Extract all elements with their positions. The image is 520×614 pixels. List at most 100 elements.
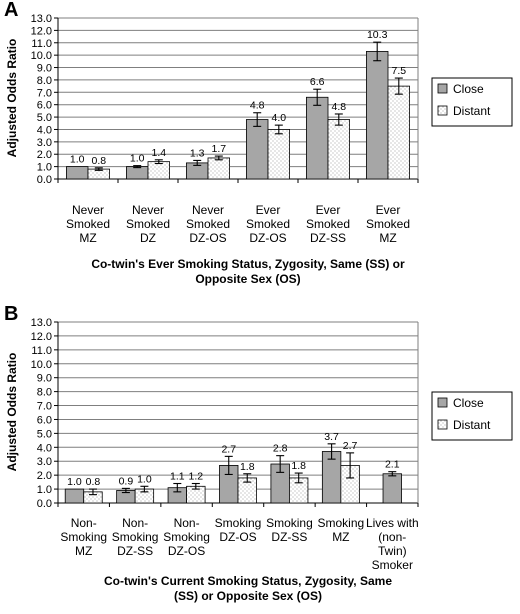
data-label-close-0: 1.0 bbox=[70, 154, 85, 166]
y-tick-label: 9.0 bbox=[37, 373, 52, 385]
data-label-distant-1: 1.0 bbox=[137, 473, 152, 485]
data-label-distant-2: 1.2 bbox=[189, 471, 204, 483]
x-category-line: Smoking bbox=[318, 516, 365, 530]
y-tick-label: 8.0 bbox=[37, 387, 52, 399]
x-category-label-3: Smoking DZ-OS bbox=[215, 516, 262, 544]
data-label-close-4: 6.6 bbox=[310, 76, 325, 88]
bar-distant-1 bbox=[147, 161, 171, 180]
bar-close-3 bbox=[245, 119, 269, 180]
x-category-line: Lives with bbox=[366, 516, 419, 530]
x-category-line: Non- bbox=[174, 516, 200, 530]
bar-distant-2 bbox=[207, 157, 231, 180]
data-label-distant-0: 0.8 bbox=[86, 476, 101, 488]
legend-swatch-close bbox=[437, 397, 448, 408]
y-tick-label: 7.0 bbox=[37, 87, 52, 99]
x-category-line: Smoked bbox=[246, 217, 290, 231]
x-category-line: Ever bbox=[256, 203, 281, 217]
y-tick-label: 11.0 bbox=[31, 38, 52, 50]
x-category-label-6: Lives with (non-Twin) Smoker bbox=[366, 516, 419, 572]
x-category-line: (non- bbox=[378, 530, 406, 544]
legend-swatch-close bbox=[437, 83, 448, 94]
bar-distant-5 bbox=[387, 85, 411, 180]
x-category-line: Smoked bbox=[186, 217, 230, 231]
data-label-close-1: 0.9 bbox=[119, 475, 134, 487]
x-category-label-5: Smoking MZ bbox=[318, 516, 365, 544]
x-category-label-0: Never Smoked MZ bbox=[66, 203, 110, 245]
y-tick-label: 6.0 bbox=[37, 414, 52, 426]
legend-label-close: Close bbox=[453, 82, 484, 96]
y-tick-label: 10.0 bbox=[31, 359, 52, 371]
y-tick-label: 3.0 bbox=[37, 137, 52, 149]
panel-letter: B bbox=[4, 303, 18, 325]
data-label-close-1: 1.0 bbox=[130, 153, 145, 165]
y-tick-label: 9.0 bbox=[37, 63, 52, 75]
x-category-line: Smoking bbox=[266, 516, 313, 530]
panel-letter: A bbox=[4, 0, 18, 21]
bar-close-0 bbox=[64, 488, 85, 504]
y-tick-label: 0.0 bbox=[37, 174, 52, 186]
x-category-line: Smoked bbox=[66, 217, 110, 231]
y-tick-label: 5.0 bbox=[37, 428, 52, 440]
y-tick-label: 11.0 bbox=[31, 345, 52, 357]
legend-label-distant: Distant bbox=[453, 418, 491, 432]
x-category-line: Smoked bbox=[366, 217, 410, 231]
y-tick-label: 4.0 bbox=[37, 442, 52, 454]
x-category-line: Non- bbox=[71, 516, 97, 530]
x-category-line: Twin) bbox=[378, 544, 407, 558]
data-label-close-3: 2.7 bbox=[221, 443, 236, 455]
y-tick-label: 13.0 bbox=[31, 317, 52, 329]
x-category-label-4: Smoking DZ-SS bbox=[266, 516, 313, 544]
data-label-close-3: 4.8 bbox=[250, 100, 265, 112]
data-label-distant-5: 7.5 bbox=[391, 65, 406, 77]
bar-close-5 bbox=[365, 51, 389, 180]
bar-distant-4 bbox=[327, 119, 351, 180]
legend-swatch-distant bbox=[437, 419, 448, 430]
x-axis-title-line: Co-twin's Current Smoking Status, Zygosi… bbox=[104, 574, 392, 588]
y-tick-label: 12.0 bbox=[31, 331, 52, 343]
legend-label-close: Close bbox=[453, 396, 484, 410]
x-category-line: DZ-SS bbox=[310, 231, 346, 245]
x-category-label-2: Non-Smoking DZ-OS bbox=[163, 516, 210, 558]
x-category-line: Non- bbox=[122, 516, 148, 530]
x-category-line: MZ bbox=[379, 231, 396, 245]
y-tick-label: 7.0 bbox=[37, 401, 52, 413]
x-category-line: Never bbox=[132, 203, 164, 217]
y-tick-label: 1.0 bbox=[37, 162, 52, 174]
x-category-line: Smoked bbox=[306, 217, 350, 231]
x-category-line: DZ-SS bbox=[117, 544, 153, 558]
x-category-line: MZ bbox=[79, 231, 96, 245]
data-label-distant-1: 1.4 bbox=[151, 147, 166, 159]
x-category-label-0: Non-Smoking MZ bbox=[60, 516, 107, 558]
x-axis-title: Co-twin's Current Smoking Status, Zygosi… bbox=[104, 574, 392, 603]
legend: Close Distant bbox=[431, 391, 513, 441]
chart-panel-b: B 0.0 1.0 2.0 3.0 4.0 5.0 6.07.0 8.0 9.0 10.0 11.0 1… bbox=[4, 303, 513, 603]
data-label-distant-3: 1.8 bbox=[240, 461, 255, 473]
data-label-close-4: 2.8 bbox=[273, 443, 288, 455]
data-label-distant-4: 1.8 bbox=[291, 460, 306, 472]
bar-close-6 bbox=[382, 473, 402, 504]
x-axis-title: Co-twin's Ever Smoking Status, Zygosity,… bbox=[91, 257, 405, 286]
x-category-label-2: Never Smoked DZ-OS bbox=[186, 203, 230, 245]
x-category-line: DZ bbox=[140, 231, 156, 245]
data-label-distant-4: 4.8 bbox=[331, 101, 346, 113]
bar-close-4 bbox=[305, 96, 329, 180]
x-category-line: Smoking bbox=[112, 530, 159, 544]
bar-close-0 bbox=[66, 166, 89, 180]
data-label-distant-0: 0.8 bbox=[91, 155, 106, 167]
chart-panel-a: A0.01.02.03.04.05.06.07.08.09.010.011.01… bbox=[4, 0, 513, 286]
data-label-close-0: 1.0 bbox=[67, 476, 82, 488]
x-category-line: Ever bbox=[376, 203, 401, 217]
x-category-label-3: Ever Smoked DZ-OS bbox=[246, 203, 290, 245]
y-tick-label: 10.0 bbox=[31, 50, 52, 62]
x-axis-title-line: Opposite Sex (OS) bbox=[195, 272, 300, 286]
data-label-close-2: 1.3 bbox=[190, 147, 205, 159]
y-axis-title: Adjusted Odds Ratio bbox=[5, 39, 19, 158]
data-label-close-2: 1.1 bbox=[170, 471, 185, 483]
x-category-line: Smoking bbox=[60, 530, 107, 544]
x-category-line: MZ bbox=[332, 530, 349, 544]
y-tick-label: 4.0 bbox=[37, 124, 52, 136]
y-tick-label: 5.0 bbox=[37, 112, 52, 124]
x-category-label-1: Non-Smoking DZ-SS bbox=[112, 516, 159, 558]
x-axis-title-line: (SS) or Opposite Sex (OS) bbox=[174, 589, 322, 603]
